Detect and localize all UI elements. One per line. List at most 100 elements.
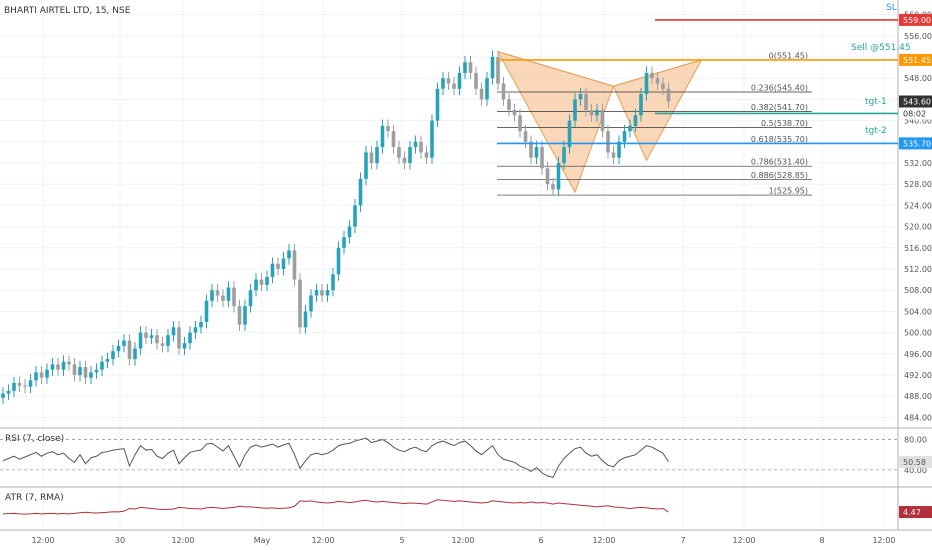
candle-body xyxy=(567,120,572,148)
candle-body xyxy=(397,147,401,158)
rsi-line xyxy=(2,437,669,479)
candle-body xyxy=(584,94,588,110)
trade-lines xyxy=(497,19,898,145)
price-tag: 559.00 xyxy=(903,16,931,25)
candle-body xyxy=(386,125,390,132)
candle-body xyxy=(56,364,60,370)
candle-body xyxy=(655,78,660,84)
rsi-title: RSI (7, close) xyxy=(5,434,64,444)
candle-body xyxy=(534,147,539,158)
candle-body xyxy=(562,147,566,163)
candle-body xyxy=(287,250,291,259)
candle-body xyxy=(199,322,203,328)
rsi-value-tag-bg xyxy=(899,455,932,468)
price-tick-label: 524.00 xyxy=(904,201,932,210)
candle-body xyxy=(496,57,500,84)
candle-body xyxy=(138,332,143,349)
candle-body xyxy=(122,340,126,346)
candle-body xyxy=(314,290,319,296)
candle-body xyxy=(204,300,209,322)
candle-body xyxy=(358,178,363,206)
candle-body xyxy=(518,115,522,132)
candle-body xyxy=(303,311,308,328)
candle-body xyxy=(468,62,473,73)
candle-body xyxy=(100,361,104,370)
price-tick-label: 528.00 xyxy=(904,180,932,189)
candle-body xyxy=(661,83,665,89)
pattern-outline xyxy=(497,51,702,87)
candle-body xyxy=(545,168,550,185)
candle-body xyxy=(309,295,313,312)
candle-body xyxy=(474,72,478,89)
atr-pane: 4.47 xyxy=(2,499,932,519)
candle-body xyxy=(265,276,269,285)
candle-body xyxy=(78,367,82,375)
price-tick-label: 492.00 xyxy=(904,371,932,380)
candle-body xyxy=(606,131,610,153)
time-tick-label: 12:00 xyxy=(872,536,895,545)
candle-body xyxy=(83,367,88,378)
price-tick-label: 556.00 xyxy=(904,32,932,41)
candle-body xyxy=(144,332,148,338)
price-axis[interactable]: 484.00 488.00 492.00 496.00 500.00 504.00 508.… xyxy=(899,11,932,423)
candle-body xyxy=(237,306,242,325)
candle-body xyxy=(353,205,357,227)
time-axis[interactable]: 12:00 30 12:00 May 12:00 5 12:00 6 12:00 7 12:00 8 1… xyxy=(31,536,895,545)
rsi-tick-label: 40.00 xyxy=(904,466,927,475)
atr-value-tag-bg xyxy=(899,506,932,519)
fib-level-label: 0(551.45) xyxy=(769,51,808,60)
candle-body xyxy=(578,94,583,100)
candle-body xyxy=(276,263,280,269)
tgt1-label: tgt-1 xyxy=(865,97,887,107)
candle-body xyxy=(342,237,346,248)
candle-body xyxy=(166,335,170,346)
atr-value-tag: 4.47 xyxy=(903,508,921,517)
price-tick-label: 548.00 xyxy=(904,74,932,83)
candle-body xyxy=(39,372,44,378)
candle-body xyxy=(193,327,198,333)
candle-body xyxy=(347,226,352,238)
candle-body xyxy=(419,141,423,153)
candle-body xyxy=(17,382,22,386)
time-tick-label: 7 xyxy=(680,536,685,545)
time-tick-label: 30 xyxy=(115,536,125,545)
candle-body xyxy=(650,72,654,79)
price-tick-label: 516.00 xyxy=(904,244,932,253)
sl-label: SL xyxy=(886,3,897,13)
candle-body xyxy=(512,110,517,116)
atr-line xyxy=(2,499,669,515)
candle-body xyxy=(270,263,275,277)
fib-level-label: 0.886(528.85) xyxy=(751,171,808,180)
rsi-tick-label: 80.00 xyxy=(904,436,927,445)
candle-body xyxy=(28,380,33,387)
candle-body xyxy=(611,152,616,158)
price-tick-label: 520.00 xyxy=(904,223,932,232)
fib-level-label: 0.382(541.70) xyxy=(751,103,808,112)
candle-body xyxy=(215,290,220,296)
candle-body xyxy=(490,57,495,79)
candle-body xyxy=(45,369,49,378)
sell-label: Sell @551.45 xyxy=(851,43,911,53)
atr-title: ATR (7, RMA) xyxy=(5,493,64,503)
candle-body xyxy=(177,327,181,349)
time-tick-label: 5 xyxy=(399,536,404,545)
price-tag-bg xyxy=(899,137,932,150)
candle-body xyxy=(529,141,533,158)
price-tag: 551.45 xyxy=(903,56,931,65)
candle-body xyxy=(369,152,374,163)
candle-body xyxy=(463,62,467,73)
candle-body xyxy=(292,250,297,280)
time-tick-label: 12:00 xyxy=(311,536,334,545)
candle-body xyxy=(182,343,187,349)
candle-body xyxy=(320,290,324,296)
price-tick-label: 540.00 xyxy=(904,117,932,126)
candle-body xyxy=(633,115,638,126)
candle-body xyxy=(254,279,258,291)
candle-body xyxy=(589,110,594,116)
candle-body xyxy=(600,110,605,132)
candle-body xyxy=(628,125,632,132)
fib-level-label: 0.5(538.70) xyxy=(761,119,808,128)
price-tick-label: 496.00 xyxy=(904,350,932,359)
last-price-tag: 543.60 xyxy=(903,98,931,107)
